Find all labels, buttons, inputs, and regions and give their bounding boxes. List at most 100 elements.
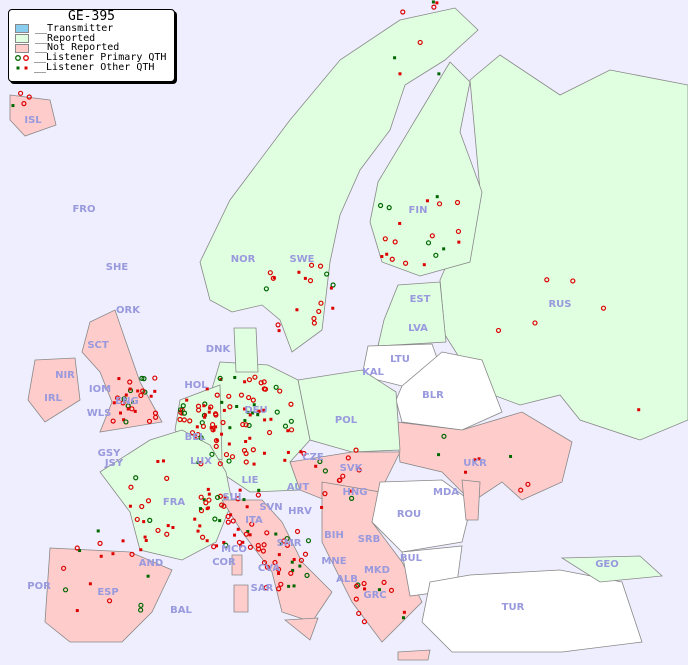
listener-primary-qth-marker bbox=[436, 201, 443, 207]
listener-primary-qth-marker bbox=[454, 199, 461, 206]
listener-primary-qth-marker bbox=[388, 587, 395, 593]
listener-primary-qth-marker bbox=[340, 473, 346, 479]
listener-primary-qth-marker bbox=[361, 619, 368, 625]
country-label-ltu: LTU bbox=[390, 354, 410, 365]
country-label-cze: CZE bbox=[302, 452, 324, 463]
listener-primary-qth-marker bbox=[252, 374, 258, 380]
listener-primary-qth-marker bbox=[139, 375, 145, 381]
listener-other-qth-marker bbox=[401, 616, 405, 620]
listener-primary-qth-marker bbox=[123, 419, 129, 425]
listener-other-qth-marker bbox=[298, 564, 302, 568]
listener-other-qth-marker bbox=[251, 411, 255, 415]
country-label-bih: BIH bbox=[324, 530, 344, 541]
listener-other-qth-marker bbox=[99, 554, 103, 558]
listener-other-qth-marker bbox=[303, 276, 307, 280]
listener-primary-qth-marker bbox=[212, 411, 219, 417]
listener-primary-qth-marker bbox=[235, 496, 241, 502]
listener-other-qth-marker bbox=[205, 539, 209, 543]
country-label-hrv: HRV bbox=[288, 506, 312, 517]
listener-other-qth-marker bbox=[398, 72, 402, 76]
listener-primary-qth-marker bbox=[353, 596, 359, 602]
country-label-svn: SVN bbox=[259, 502, 282, 513]
listener-other-qth-marker bbox=[385, 252, 389, 256]
listener-primary-qth-marker bbox=[298, 557, 304, 563]
listener-primary-qth-marker bbox=[200, 423, 207, 430]
listener-primary-qth-marker bbox=[199, 534, 206, 540]
listener-primary-qth-marker bbox=[152, 414, 159, 420]
listener-primary-qth-marker bbox=[495, 327, 502, 334]
listener-other-qth-marker bbox=[243, 380, 247, 384]
listener-primary-qth-marker bbox=[301, 450, 307, 457]
listener-other-qth-marker bbox=[243, 419, 247, 423]
listener-primary-qth-marker bbox=[381, 579, 387, 586]
country-label-isl: ISL bbox=[24, 115, 42, 126]
listener-primary-qth-marker bbox=[275, 322, 281, 328]
listener-other-qth-marker bbox=[348, 489, 352, 493]
listener-primary-qth-marker bbox=[382, 236, 388, 242]
listener-primary-qth-marker bbox=[260, 548, 266, 554]
listener-primary-qth-marker bbox=[225, 519, 231, 525]
listener-other-qth-marker bbox=[220, 432, 224, 436]
country-label-mne: MNE bbox=[321, 556, 346, 567]
legend-primary-qth: __Listener Primary QTH bbox=[9, 53, 174, 63]
listener-other-qth-marker bbox=[277, 572, 281, 576]
listener-other-qth-marker bbox=[171, 525, 175, 529]
listener-primary-qth-marker bbox=[249, 521, 255, 527]
listener-primary-qth-marker bbox=[247, 544, 254, 550]
listener-other-qth-marker bbox=[477, 457, 481, 461]
listener-other-qth-marker bbox=[96, 529, 100, 533]
listener-other-qth-marker bbox=[363, 587, 367, 591]
listener-primary-qth-marker bbox=[164, 531, 170, 537]
other-qth-icon bbox=[15, 64, 34, 72]
country-label-ita: ITA bbox=[245, 515, 263, 526]
listener-primary-qth-marker bbox=[141, 376, 147, 382]
listener-primary-qth-marker bbox=[441, 433, 447, 439]
listener-primary-qth-marker bbox=[288, 401, 294, 407]
listener-other-qth-marker bbox=[320, 505, 324, 509]
listener-other-qth-marker bbox=[153, 389, 157, 393]
listener-primary-qth-marker bbox=[425, 240, 432, 246]
listener-primary-qth-marker bbox=[353, 583, 360, 589]
listener-primary-qth-marker bbox=[138, 602, 144, 608]
listener-other-qth-marker bbox=[196, 529, 200, 533]
listener-other-qth-marker bbox=[263, 418, 267, 422]
listener-other-qth-marker bbox=[142, 520, 146, 524]
country-label-mkd: MKD bbox=[364, 565, 390, 576]
country-label-fra: FRA bbox=[163, 497, 186, 508]
country-label-and: AND bbox=[139, 558, 163, 569]
listener-primary-qth-marker bbox=[223, 542, 229, 548]
listener-other-qth-marker bbox=[435, 1, 439, 5]
listener-other-qth-marker bbox=[144, 538, 148, 542]
listener-other-qth-marker bbox=[223, 495, 227, 499]
listener-primary-qth-marker bbox=[238, 392, 245, 398]
listener-primary-qth-marker bbox=[525, 481, 531, 487]
listener-primary-qth-marker bbox=[26, 94, 32, 100]
listener-primary-qth-marker bbox=[17, 90, 24, 96]
listener-other-qth-marker bbox=[207, 410, 211, 414]
listener-primary-qth-marker bbox=[322, 491, 328, 497]
listener-primary-qth-marker bbox=[250, 447, 256, 453]
listener-other-qth-marker bbox=[215, 544, 219, 548]
country-label-eng: ENG bbox=[115, 396, 138, 407]
listener-other-qth-marker bbox=[637, 408, 641, 412]
listener-primary-qth-marker bbox=[264, 530, 270, 536]
country-label-cva: CVA bbox=[258, 563, 280, 574]
listener-other-qth-marker bbox=[193, 435, 197, 439]
listener-other-qth-marker bbox=[202, 404, 206, 408]
listener-other-qth-marker bbox=[248, 436, 252, 440]
legend-reported: __Reported bbox=[9, 33, 174, 44]
listener-other-qth-marker bbox=[437, 72, 441, 76]
listener-primary-qth-marker bbox=[433, 252, 439, 258]
country-label-ork: ORK bbox=[116, 305, 141, 316]
listener-primary-qth-marker bbox=[288, 570, 294, 576]
country-label-sct: SCT bbox=[87, 340, 109, 351]
listener-other-qth-marker bbox=[222, 408, 226, 412]
listener-primary-qth-marker bbox=[392, 239, 398, 245]
listener-primary-qth-marker bbox=[139, 503, 145, 510]
listener-other-qth-marker bbox=[136, 389, 140, 393]
listener-primary-qth-marker bbox=[284, 535, 290, 542]
listener-primary-qth-marker bbox=[304, 572, 310, 578]
listener-primary-qth-marker bbox=[261, 379, 267, 385]
listener-other-qth-marker bbox=[243, 407, 247, 411]
